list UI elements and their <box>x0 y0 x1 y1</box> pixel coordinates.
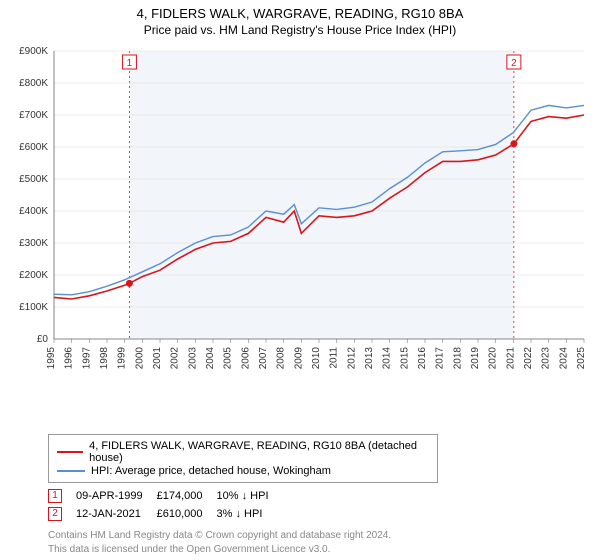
svg-text:2021: 2021 <box>505 347 516 370</box>
chart-title: 4, FIDLERS WALK, WARGRAVE, READING, RG10… <box>0 6 600 21</box>
svg-text:2023: 2023 <box>541 347 552 370</box>
svg-text:£100K: £100K <box>19 302 48 313</box>
svg-text:£500K: £500K <box>19 174 48 185</box>
marker-price-1: £174,000 <box>157 487 217 505</box>
svg-text:1998: 1998 <box>99 347 110 370</box>
marker-row: 1 09-APR-1999 £174,000 10% ↓ HPI <box>48 487 283 505</box>
svg-text:2000: 2000 <box>134 347 145 370</box>
svg-text:2013: 2013 <box>364 347 375 370</box>
svg-text:1999: 1999 <box>117 347 128 370</box>
legend-swatch-1 <box>57 451 83 453</box>
svg-text:2017: 2017 <box>435 347 446 370</box>
marker-table: 1 09-APR-1999 £174,000 10% ↓ HPI 2 12-JA… <box>48 487 592 523</box>
svg-text:2012: 2012 <box>346 347 357 370</box>
svg-text:2024: 2024 <box>558 347 569 370</box>
marker-badge-2: 2 <box>48 507 62 521</box>
svg-text:2: 2 <box>511 58 517 69</box>
legend-label-1: 4, FIDLERS WALK, WARGRAVE, READING, RG10… <box>89 440 429 464</box>
svg-text:2014: 2014 <box>382 347 393 370</box>
svg-text:2022: 2022 <box>523 347 534 370</box>
svg-text:2008: 2008 <box>276 347 287 370</box>
marker-delta-2: 3% ↓ HPI <box>217 505 283 523</box>
footer-attribution: Contains HM Land Registry data © Crown c… <box>48 529 592 556</box>
svg-text:1997: 1997 <box>81 347 92 370</box>
legend-row: HPI: Average price, detached house, Woki… <box>57 465 429 477</box>
svg-text:£0: £0 <box>37 334 49 345</box>
svg-text:£300K: £300K <box>19 238 48 249</box>
svg-text:2025: 2025 <box>576 347 587 370</box>
svg-text:2016: 2016 <box>417 347 428 370</box>
svg-text:2015: 2015 <box>399 347 410 370</box>
svg-text:1995: 1995 <box>46 347 57 370</box>
marker-date-1: 09-APR-1999 <box>76 487 157 505</box>
svg-text:2001: 2001 <box>152 347 163 370</box>
svg-text:£800K: £800K <box>19 78 48 89</box>
svg-text:£400K: £400K <box>19 206 48 217</box>
svg-text:2004: 2004 <box>205 347 216 370</box>
chart-subtitle: Price paid vs. HM Land Registry's House … <box>0 23 600 37</box>
svg-text:2010: 2010 <box>311 347 322 370</box>
svg-text:2018: 2018 <box>452 347 463 370</box>
svg-text:2003: 2003 <box>187 347 198 370</box>
svg-text:£200K: £200K <box>19 270 48 281</box>
legend-label-2: HPI: Average price, detached house, Woki… <box>91 465 331 477</box>
marker-price-2: £610,000 <box>157 505 217 523</box>
chart-area: £0 £100K £200K £300K £400K £500K £600K £700K £80… <box>8 45 592 430</box>
marker-row: 2 12-JAN-2021 £610,000 3% ↓ HPI <box>48 505 283 523</box>
svg-text:2006: 2006 <box>240 347 251 370</box>
svg-text:2020: 2020 <box>488 347 499 370</box>
svg-text:£600K: £600K <box>19 142 48 153</box>
legend-swatch-2 <box>57 470 85 472</box>
svg-text:2009: 2009 <box>293 347 304 370</box>
marker-badge-1: 1 <box>48 489 62 503</box>
svg-text:£700K: £700K <box>19 110 48 121</box>
legend-box: 4, FIDLERS WALK, WARGRAVE, READING, RG10… <box>48 434 438 483</box>
svg-text:2002: 2002 <box>170 347 181 370</box>
svg-text:2005: 2005 <box>223 347 234 370</box>
svg-text:2019: 2019 <box>470 347 481 370</box>
svg-text:£900K: £900K <box>19 46 48 57</box>
svg-text:1996: 1996 <box>64 347 75 370</box>
marker-delta-1: 10% ↓ HPI <box>217 487 283 505</box>
legend-row: 4, FIDLERS WALK, WARGRAVE, READING, RG10… <box>57 440 429 464</box>
marker-date-2: 12-JAN-2021 <box>76 505 157 523</box>
svg-text:2011: 2011 <box>329 347 340 369</box>
svg-text:2007: 2007 <box>258 347 269 370</box>
svg-text:1: 1 <box>127 58 133 69</box>
